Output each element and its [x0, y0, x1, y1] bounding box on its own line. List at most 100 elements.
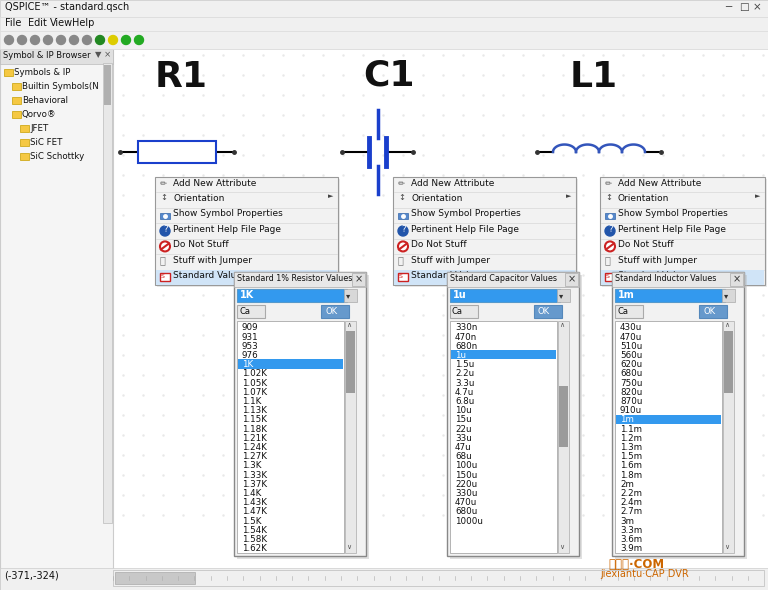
- Text: 953: 953: [242, 342, 259, 351]
- FancyBboxPatch shape: [237, 275, 369, 559]
- Text: 1.5u: 1.5u: [455, 360, 475, 369]
- Text: ↕: ↕: [160, 194, 167, 202]
- Text: R1: R1: [155, 60, 208, 94]
- FancyBboxPatch shape: [615, 321, 722, 553]
- Text: 870u: 870u: [620, 397, 642, 406]
- Text: 1.15K: 1.15K: [242, 415, 267, 424]
- Text: 1.43K: 1.43K: [242, 499, 267, 507]
- FancyBboxPatch shape: [612, 272, 744, 556]
- Text: Orientation: Orientation: [173, 194, 224, 203]
- FancyBboxPatch shape: [447, 272, 579, 287]
- Text: 1K: 1K: [242, 360, 253, 369]
- Text: 6.8u: 6.8u: [455, 397, 475, 406]
- FancyBboxPatch shape: [160, 212, 170, 218]
- Text: ⌒: ⌒: [605, 255, 611, 265]
- Text: ✏: ✏: [160, 178, 167, 187]
- FancyBboxPatch shape: [104, 65, 111, 105]
- Text: 1.3K: 1.3K: [242, 461, 261, 470]
- FancyBboxPatch shape: [450, 275, 582, 559]
- Circle shape: [160, 241, 170, 251]
- FancyBboxPatch shape: [450, 321, 557, 553]
- Circle shape: [605, 241, 615, 251]
- Text: 1000u: 1000u: [455, 517, 483, 526]
- Text: ?: ?: [401, 225, 406, 234]
- Text: Show Symbol Properties: Show Symbol Properties: [173, 209, 283, 218]
- Text: 1.18K: 1.18K: [242, 425, 267, 434]
- Text: 1.07K: 1.07K: [242, 388, 267, 397]
- Text: 909: 909: [242, 323, 259, 333]
- Text: ×: ×: [753, 2, 762, 12]
- Text: Standard Value: Standard Value: [618, 271, 687, 280]
- Text: QSPICE™ - standard.qsch: QSPICE™ - standard.qsch: [5, 2, 129, 12]
- FancyBboxPatch shape: [393, 177, 576, 285]
- FancyBboxPatch shape: [344, 289, 357, 302]
- Text: 47u: 47u: [455, 443, 472, 452]
- Text: 2.2u: 2.2u: [455, 369, 474, 379]
- Text: 100u: 100u: [455, 461, 477, 470]
- FancyBboxPatch shape: [20, 125, 29, 132]
- Circle shape: [5, 35, 14, 44]
- FancyBboxPatch shape: [0, 17, 768, 31]
- Text: Stuff with Jumper: Stuff with Jumper: [411, 255, 490, 265]
- Text: 330u: 330u: [455, 489, 478, 498]
- Text: 22u: 22u: [455, 425, 472, 434]
- Text: ∧: ∧: [559, 322, 564, 328]
- FancyBboxPatch shape: [155, 177, 338, 285]
- Text: ✏: ✏: [398, 178, 405, 187]
- FancyBboxPatch shape: [723, 321, 734, 553]
- Text: 1.24K: 1.24K: [242, 443, 266, 452]
- FancyBboxPatch shape: [722, 289, 735, 302]
- Text: Standard Capacitor Values: Standard Capacitor Values: [450, 274, 557, 283]
- Text: C1: C1: [363, 58, 415, 92]
- Text: Ca: Ca: [239, 306, 250, 316]
- Text: S: S: [606, 274, 610, 279]
- Text: 接线图·COM: 接线图·COM: [608, 558, 664, 571]
- FancyBboxPatch shape: [156, 270, 337, 285]
- Text: SiC Schottky: SiC Schottky: [30, 152, 84, 161]
- Text: OK: OK: [325, 306, 337, 316]
- FancyBboxPatch shape: [398, 212, 408, 218]
- Text: Symbols & IP: Symbols & IP: [14, 68, 71, 77]
- Circle shape: [69, 35, 78, 44]
- Text: Add New Attribute: Add New Attribute: [173, 179, 257, 188]
- Text: 1.02K: 1.02K: [242, 369, 267, 379]
- Circle shape: [57, 35, 65, 44]
- Text: 1.1m: 1.1m: [620, 425, 642, 434]
- Text: ⌒: ⌒: [160, 255, 166, 265]
- Text: 430u: 430u: [620, 323, 642, 333]
- FancyBboxPatch shape: [115, 572, 195, 584]
- Text: 1.33K: 1.33K: [242, 471, 267, 480]
- Text: Add New Attribute: Add New Attribute: [618, 179, 701, 188]
- Text: 1K: 1K: [240, 290, 254, 300]
- FancyBboxPatch shape: [605, 273, 615, 281]
- Text: 470n: 470n: [455, 333, 477, 342]
- Text: 1.21K: 1.21K: [242, 434, 266, 443]
- FancyBboxPatch shape: [237, 321, 344, 553]
- FancyBboxPatch shape: [615, 275, 747, 559]
- FancyBboxPatch shape: [615, 305, 643, 318]
- Text: Symbol & IP Browser: Symbol & IP Browser: [3, 51, 91, 60]
- Text: Do Not Stuff: Do Not Stuff: [618, 240, 674, 249]
- Text: 3.3u: 3.3u: [455, 379, 475, 388]
- Text: OK: OK: [538, 306, 550, 316]
- Circle shape: [160, 226, 170, 236]
- Text: Pertinent Help File Page: Pertinent Help File Page: [411, 225, 519, 234]
- Text: 1.13K: 1.13K: [242, 407, 267, 415]
- Text: 2m: 2m: [620, 480, 634, 489]
- Text: 1.05K: 1.05K: [242, 379, 267, 388]
- Text: 1.5K: 1.5K: [242, 517, 261, 526]
- FancyBboxPatch shape: [345, 321, 356, 553]
- Text: Edit: Edit: [28, 18, 47, 28]
- Text: Stuff with Jumper: Stuff with Jumper: [618, 255, 697, 265]
- Text: S: S: [399, 274, 403, 279]
- Text: Orientation: Orientation: [618, 194, 670, 203]
- FancyBboxPatch shape: [395, 179, 578, 287]
- Circle shape: [121, 35, 131, 44]
- Text: 1m: 1m: [620, 415, 634, 424]
- Text: 1.62K: 1.62K: [242, 545, 266, 553]
- FancyBboxPatch shape: [0, 0, 768, 17]
- FancyBboxPatch shape: [234, 272, 366, 556]
- Text: ↕: ↕: [605, 194, 612, 202]
- Text: ∨: ∨: [724, 544, 729, 550]
- Text: 680u: 680u: [620, 369, 642, 379]
